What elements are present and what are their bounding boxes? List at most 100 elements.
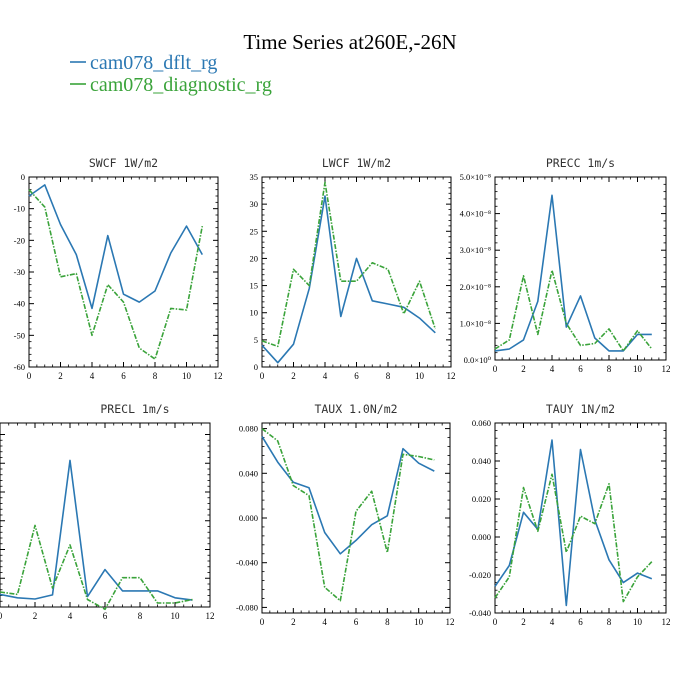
y-tick-label: 30 — [250, 199, 259, 209]
x-tick-label: 0 — [260, 617, 265, 627]
series-line-diagnostic — [494, 269, 653, 352]
panel-title: TAUX 1.0N/m2 — [314, 402, 397, 416]
chart-panels: SWCF 1W/m2 0 2 4 6 8 10 12 0 -10 -20 -30 -40 -50 -60 LW… — [0, 156, 671, 627]
panel-3: PRECC 1m/s 0 2 4 6 8 10 12 0.0×10⁰ 1.0×10⁻⁸ 2.0×10… — [460, 156, 671, 374]
x-tick-label: 2 — [33, 611, 38, 621]
series-line-dflt — [28, 184, 203, 310]
y-tick-label: -0.020 — [469, 570, 491, 580]
x-tick-label: 2 — [291, 617, 296, 627]
x-tick-label: 0 — [260, 371, 265, 381]
x-tick-label: 10 — [633, 364, 643, 374]
x-tick-label: 8 — [138, 611, 143, 621]
y-tick-label: -60 — [14, 362, 25, 372]
y-tick-label: -10 — [14, 204, 25, 214]
x-tick-label: 12 — [206, 611, 215, 621]
x-tick-label: 12 — [447, 371, 456, 381]
x-tick-label: 10 — [414, 617, 424, 627]
legend-label-diagnostic: cam078_diagnostic_rg — [90, 74, 272, 96]
y-tick-label: 0.000 — [239, 513, 258, 523]
y-tick-label: 0.040 — [239, 468, 258, 478]
y-tick-label: -0.080 — [236, 602, 258, 612]
y-tick-label: 25 — [250, 226, 259, 236]
plot-frame — [261, 176, 452, 368]
x-tick-label: 12 — [214, 371, 223, 381]
y-tick-label: 0.020 — [472, 494, 491, 504]
series-line-dflt — [494, 439, 653, 607]
plot-frame — [28, 176, 219, 368]
y-tick-label: -30 — [14, 267, 25, 277]
y-tick-label: 3.0×10⁻⁸ — [460, 245, 491, 255]
panel-2: LWCF 1W/m2 0 2 4 6 8 10 12 0 5 10 15 20 25 30 35 — [250, 156, 456, 381]
x-tick-label: 0 — [493, 617, 498, 627]
panel-title: PRECC 1m/s — [546, 156, 615, 170]
y-tick-label: 0 — [21, 172, 25, 182]
panel-1: SWCF 1W/m2 0 2 4 6 8 10 12 0 -10 -20 -30 -40 -50 -60 — [14, 156, 223, 381]
x-tick-label: 0 — [493, 364, 498, 374]
panel-6: TAUY 1N/m2 0 2 4 6 8 10 12 0.060 0.040 0.020 0.000 -… — [469, 402, 670, 627]
x-tick-label: 0 — [0, 611, 3, 621]
series-line-diagnostic — [0, 524, 193, 611]
x-tick-label: 4 — [68, 611, 73, 621]
y-tick-label: -50 — [14, 330, 25, 340]
x-tick-label: 8 — [607, 364, 612, 374]
x-tick-label: 2 — [58, 371, 63, 381]
y-tick-label: 0.0×10⁰ — [464, 355, 492, 365]
panel-title: PRECL 1m/s — [100, 402, 169, 416]
x-tick-label: 2 — [521, 617, 526, 627]
series-line-dflt — [261, 195, 436, 364]
y-tick-label: -20 — [14, 235, 25, 245]
x-tick-label: 10 — [182, 371, 192, 381]
x-tick-label: 10 — [633, 617, 643, 627]
x-tick-label: 6 — [354, 371, 359, 381]
x-tick-label: 6 — [103, 611, 108, 621]
y-tick-label: 10 — [250, 308, 259, 318]
x-tick-label: 12 — [446, 617, 455, 627]
x-tick-label: 4 — [322, 617, 327, 627]
x-tick-label: 12 — [662, 617, 671, 627]
series-line-diagnostic — [494, 473, 653, 603]
y-tick-label: -40 — [14, 299, 25, 309]
x-tick-label: 4 — [550, 617, 555, 627]
series-line-diagnostic — [28, 189, 204, 360]
series-line-diagnostic — [261, 181, 437, 348]
y-tick-label: 0.060 — [472, 418, 491, 428]
y-tick-label: 0.040 — [472, 456, 491, 466]
panel-title: SWCF 1W/m2 — [89, 156, 158, 170]
x-tick-label: 8 — [386, 371, 391, 381]
panel-4: PRECL 1m/s024681012×10⁻⁸×10⁻⁸×10⁻⁸×10⁻⁸×… — [0, 402, 215, 621]
x-tick-label: 8 — [385, 617, 390, 627]
x-tick-label: 10 — [415, 371, 425, 381]
y-tick-label: 35 — [250, 172, 259, 182]
panel-5: TAUX 1.0N/m2 0 2 4 6 8 10 12 0.080 0.040 0.000 -0.0… — [236, 402, 454, 627]
legend-label-dflt: cam078_dflt_rg — [90, 52, 217, 74]
x-tick-label: 6 — [578, 617, 583, 627]
x-tick-label: 2 — [291, 371, 296, 381]
y-tick-label: -0.040 — [469, 608, 491, 618]
panel-title: TAUY 1N/m2 — [546, 402, 615, 416]
y-tick-label: 20 — [250, 253, 259, 263]
x-tick-label: 4 — [90, 371, 95, 381]
x-tick-label: 8 — [607, 617, 612, 627]
y-tick-label: 5.0×10⁻⁸ — [460, 172, 491, 182]
x-tick-label: 4 — [323, 371, 328, 381]
figure-title: Time Series at260E,-26N — [243, 30, 456, 54]
y-tick-label: 1.0×10⁻⁸ — [460, 318, 491, 328]
series-line-dflt — [494, 194, 652, 352]
y-tick-label: 4.0×10⁻⁸ — [460, 209, 491, 219]
y-tick-label: 0.080 — [239, 424, 258, 434]
x-tick-label: 10 — [171, 611, 181, 621]
y-tick-label: 2.0×10⁻⁸ — [460, 282, 491, 292]
x-tick-label: 6 — [121, 371, 126, 381]
y-tick-label: 0.000 — [472, 532, 491, 542]
y-tick-label: 5 — [254, 335, 258, 345]
y-tick-label: 15 — [250, 281, 259, 291]
series-line-dflt — [0, 459, 193, 601]
panel-title: LWCF 1W/m2 — [322, 156, 391, 170]
x-tick-label: 6 — [578, 364, 583, 374]
y-tick-label: -0.040 — [236, 558, 258, 568]
series-line-dflt — [261, 435, 435, 555]
series-line-diagnostic — [261, 427, 435, 602]
plot-frame — [261, 422, 451, 614]
x-tick-label: 8 — [153, 371, 158, 381]
